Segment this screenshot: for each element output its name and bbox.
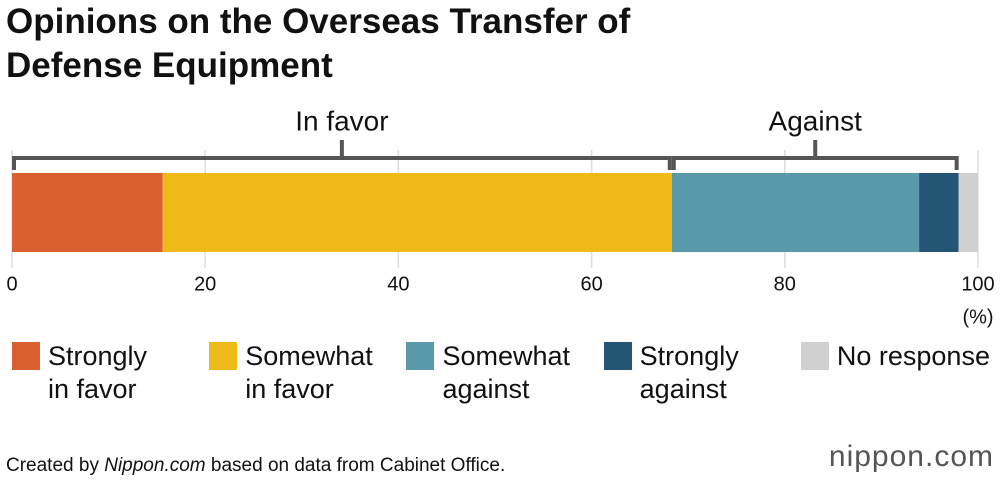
x-tick-label: 60 (580, 273, 602, 295)
x-tick-label: 0 (6, 273, 17, 295)
source-part: Created by (6, 455, 105, 476)
legend-swatch (800, 342, 829, 370)
legend: Strongly in favor Somewhat in favor Somewh… (12, 340, 990, 406)
legend-label: Somewhat in favor (245, 341, 373, 404)
bar-segment (958, 173, 978, 252)
legend-label: Strongly in favor (48, 341, 148, 404)
source-part: Nippon.com (104, 455, 206, 476)
legend-label: No response (836, 341, 990, 371)
bracket (671, 140, 959, 170)
bar-segment (671, 173, 920, 252)
bracket (12, 140, 672, 170)
x-tick-label: 20 (194, 273, 216, 295)
legend-swatch (12, 342, 40, 370)
legend-swatch (209, 342, 238, 370)
legend-label: Strongly against (639, 341, 739, 404)
legend-label: Somewhat against (442, 341, 571, 404)
source-part: based on data from Cabinet Office. (205, 455, 506, 476)
legend-swatch (406, 342, 435, 370)
x-tick-label: 40 (387, 273, 409, 295)
annotation: Against (769, 105, 863, 136)
x-axis-label: (%) (962, 306, 993, 328)
bar-segment (162, 173, 672, 252)
source: Created by Nippon.com based on data from… (6, 455, 505, 477)
bar-segment (919, 173, 959, 252)
bar-segment (12, 173, 163, 252)
legend-item: No response (800, 340, 990, 406)
chart-title: Opinions on the Overseas Transfer of Def… (6, 2, 631, 85)
legend-item: Strongly in favor (12, 340, 174, 406)
annotation: In favor (295, 105, 388, 136)
legend-item: Somewhat against (406, 340, 571, 406)
legend-swatch (603, 342, 632, 370)
logo: nippon.com (828, 440, 994, 473)
x-tick-label: 80 (774, 273, 796, 295)
x-tick-label: 100 (961, 273, 994, 295)
legend-item: Strongly against (603, 340, 766, 406)
legend-item: Somewhat in favor (209, 340, 373, 406)
